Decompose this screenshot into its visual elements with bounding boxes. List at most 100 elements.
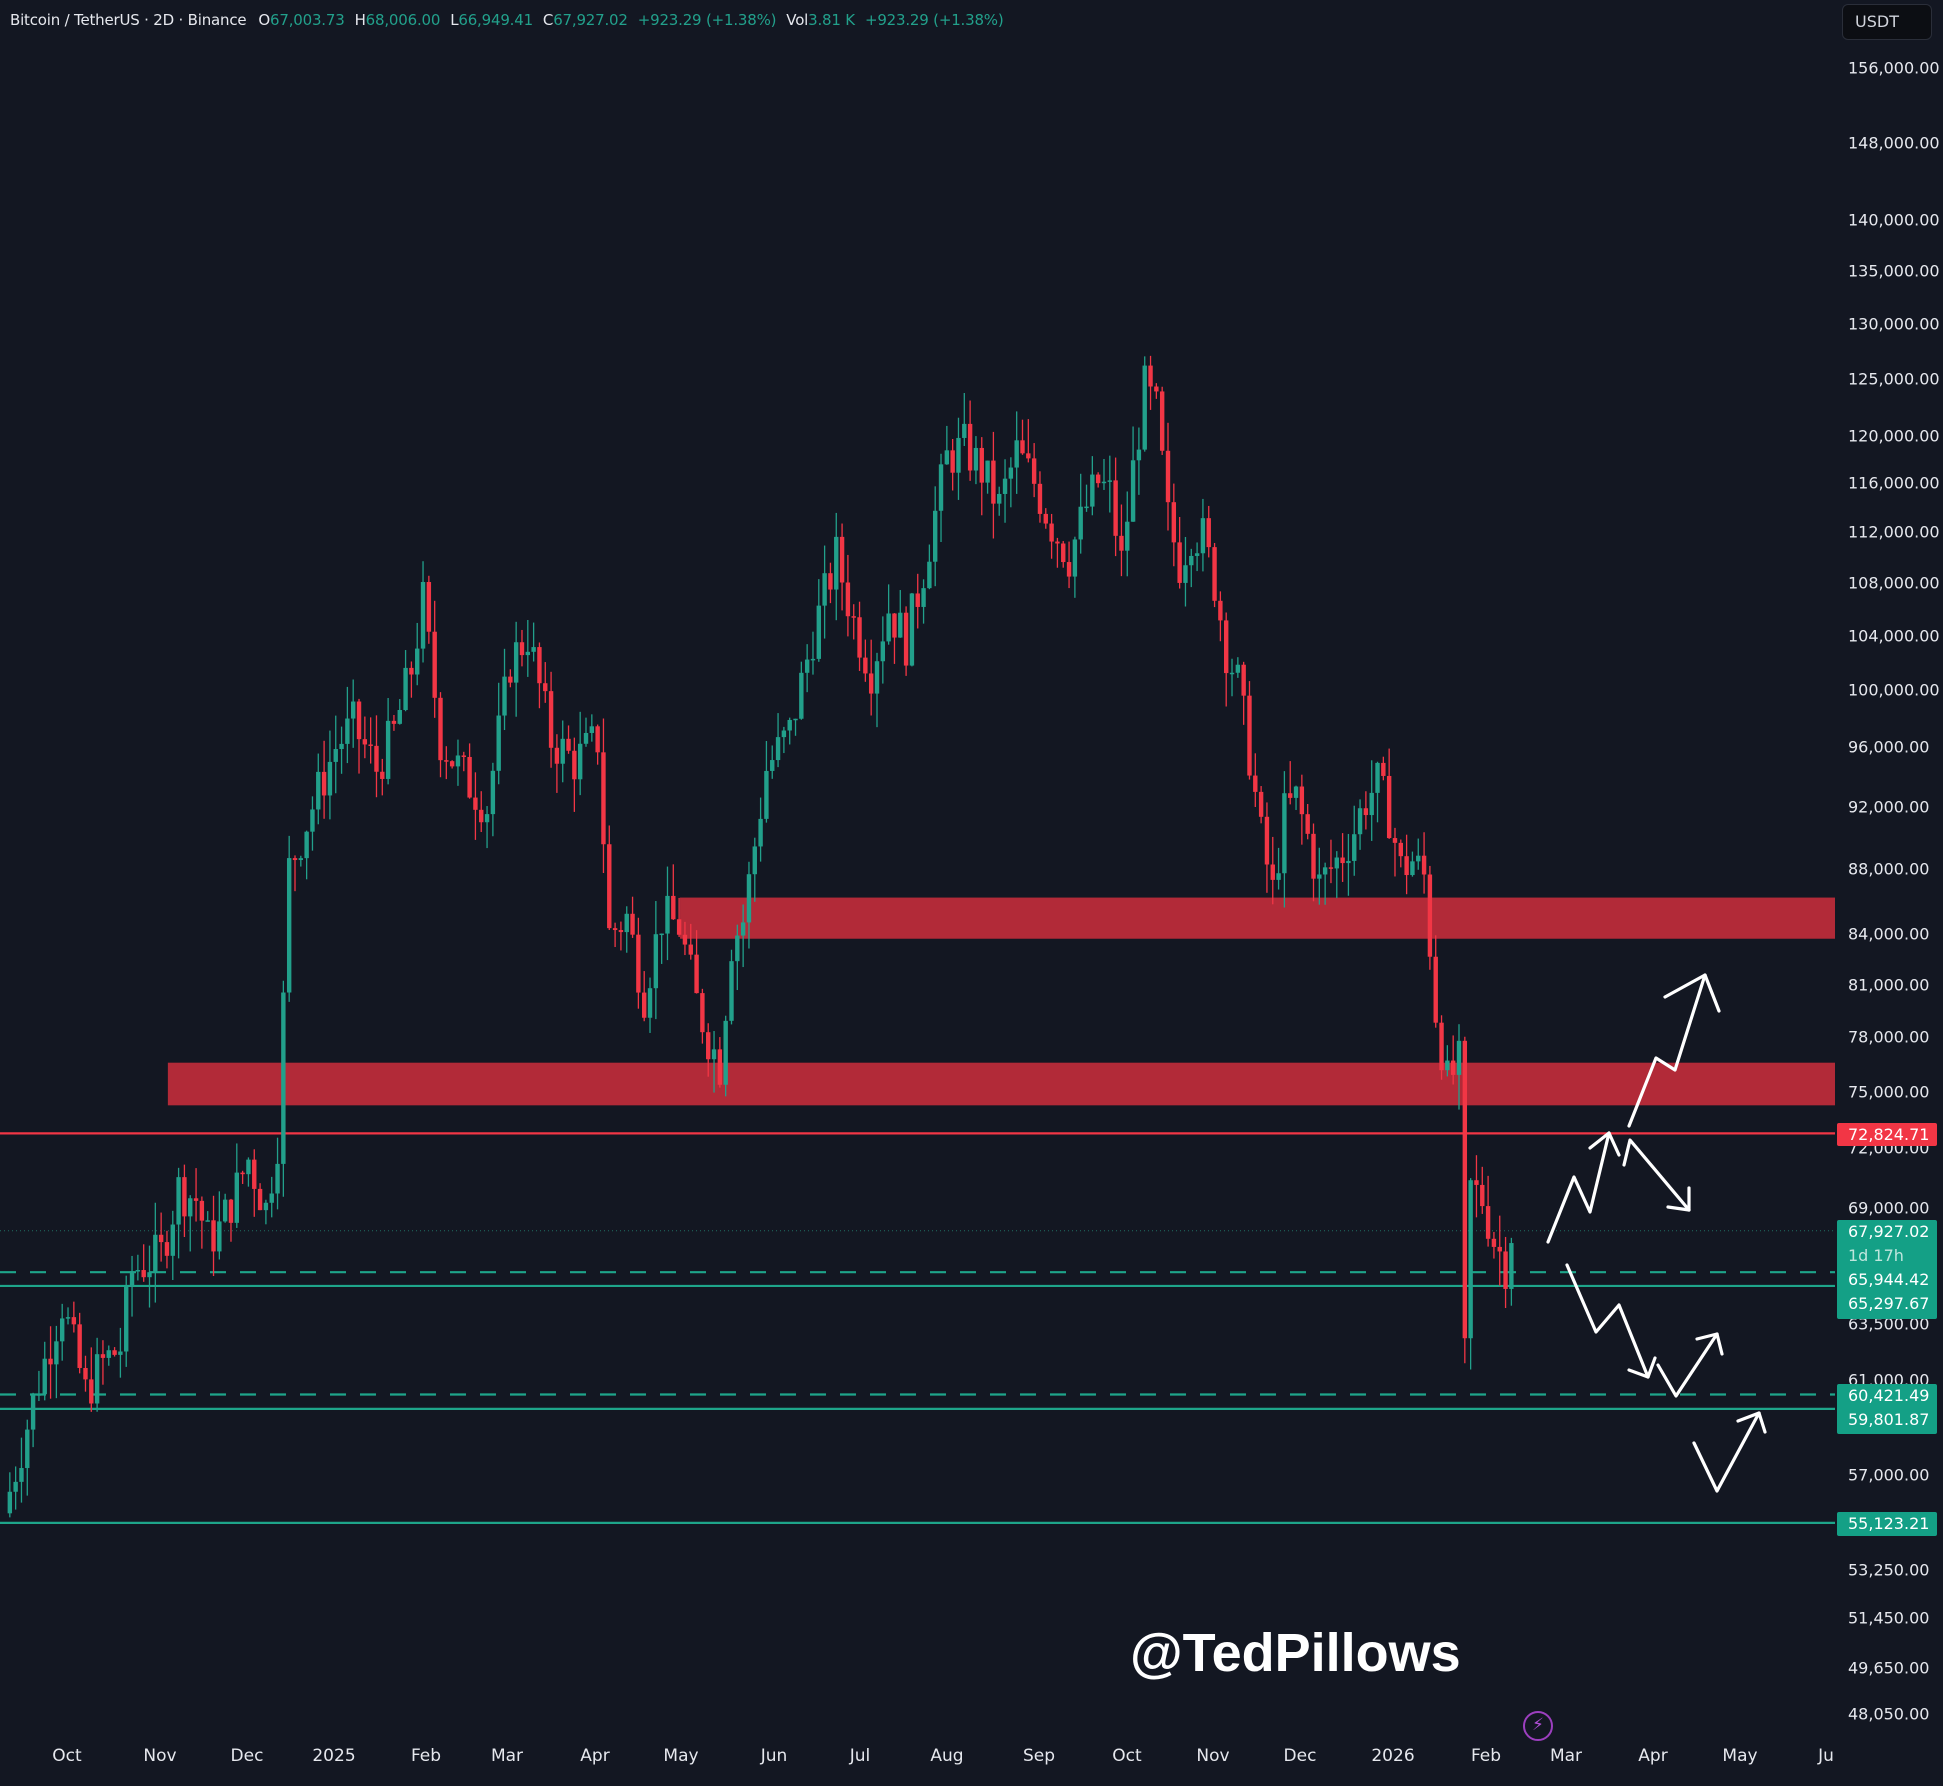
- candle-up: [1456, 1040, 1462, 1075]
- candle-down: [892, 613, 897, 638]
- arrow-up-breakout-head: [1663, 973, 1721, 1013]
- candle-up: [339, 743, 344, 750]
- candle-up: [770, 760, 775, 771]
- candle-down: [1398, 842, 1403, 857]
- price-axis-label: 135,000.00: [1848, 261, 1940, 281]
- volume-change-value: +923.29 (+1.38%): [864, 11, 1004, 29]
- candle-up: [834, 536, 839, 590]
- candle-up: [60, 1318, 65, 1342]
- candle-down: [1497, 1246, 1502, 1252]
- candle-down: [426, 582, 432, 632]
- candle-down: [543, 683, 548, 692]
- candle-down: [100, 1354, 106, 1358]
- price-axis-label: 100,000.00: [1848, 680, 1940, 700]
- arrow-up-rally: [1546, 1131, 1611, 1244]
- price-axis-label: 112,000.00: [1848, 522, 1940, 542]
- candle-up: [327, 761, 333, 796]
- candle-down: [1026, 453, 1031, 459]
- symbol-title[interactable]: Bitcoin / TetherUS · 2D · Binance: [10, 11, 247, 29]
- candle-up: [30, 1395, 36, 1430]
- arrow-up-breakout: [1627, 973, 1707, 1128]
- candle-up: [42, 1358, 47, 1395]
- close-value: 67,927.02: [553, 11, 628, 29]
- candle-up: [816, 605, 821, 659]
- candle-down: [1421, 855, 1427, 875]
- candle-up: [246, 1159, 251, 1175]
- candle-down: [1450, 1060, 1456, 1075]
- candle-up: [1142, 365, 1147, 450]
- candle-up: [298, 858, 304, 861]
- lightning-icon[interactable]: ⚡: [1523, 1711, 1553, 1741]
- candle-down: [851, 616, 856, 618]
- candle-down: [1392, 838, 1398, 843]
- candle-down: [694, 954, 699, 994]
- price-tag-text: 67,927.02: [1848, 1222, 1930, 1241]
- price-axis-label: 48,050.00: [1848, 1704, 1930, 1724]
- price-tag-extra2: 65,297.67: [1848, 1294, 1930, 1313]
- candle-down: [1299, 786, 1305, 815]
- candle-down: [1206, 518, 1211, 548]
- candle-up: [1276, 873, 1281, 880]
- candle-up: [1078, 506, 1083, 540]
- candle-up: [118, 1351, 123, 1355]
- candle-up: [217, 1221, 222, 1252]
- candle-down: [1311, 833, 1316, 879]
- candle-down: [374, 745, 379, 772]
- tag-support-3: 55,123.21: [1837, 1512, 1937, 1536]
- candle-down: [572, 750, 577, 780]
- candle-up: [1107, 480, 1112, 482]
- candle-down: [362, 739, 368, 745]
- candle-down: [508, 676, 513, 683]
- candle-up: [758, 818, 763, 847]
- candle-up: [624, 913, 629, 933]
- candle-down: [1159, 391, 1165, 451]
- candle-down: [1270, 864, 1275, 880]
- price-levels: [0, 1132, 1835, 1524]
- candle-up: [746, 874, 752, 923]
- candle-down: [461, 755, 466, 757]
- candle-up: [1346, 860, 1351, 864]
- candle-up: [1334, 857, 1339, 869]
- high-value: 68,006.00: [365, 11, 441, 29]
- volume-label: Vol: [786, 11, 809, 29]
- time-axis-label: Feb: [410, 1746, 442, 1766]
- price-axis-label: 75,000.00: [1848, 1082, 1930, 1102]
- price-axis-label: 96,000.00: [1848, 737, 1930, 757]
- currency-button[interactable]: USDT: [1842, 4, 1932, 40]
- candle-down: [1462, 1040, 1468, 1339]
- time-axis-label: Apr: [1638, 1746, 1668, 1766]
- price-axis-label: 104,000.00: [1848, 626, 1940, 646]
- candle-up: [351, 701, 356, 719]
- candle-up: [822, 573, 827, 606]
- candle-down: [193, 1198, 199, 1201]
- candle-up: [176, 1177, 181, 1225]
- candle-down: [1363, 808, 1369, 816]
- candle-up: [799, 672, 804, 719]
- arrow-deep-bounce-head: [1736, 1411, 1767, 1434]
- price-tag-extra1: 59,801.87: [1848, 1410, 1930, 1429]
- candle-down: [828, 573, 833, 590]
- time-axis-label: 2025: [312, 1746, 356, 1766]
- volume-value: 3.81 K: [808, 11, 855, 29]
- candle-down: [141, 1270, 146, 1278]
- low-label: L: [450, 11, 459, 29]
- arrow-deep-bounce: [1692, 1411, 1761, 1493]
- candle-down: [717, 1049, 723, 1085]
- candle-down: [1241, 664, 1246, 696]
- candle-up: [775, 737, 781, 761]
- candle-up: [1293, 786, 1299, 798]
- candle-up: [275, 1163, 280, 1194]
- candle-down: [409, 667, 414, 675]
- low-value: 66,949.41: [458, 11, 533, 29]
- price-axis-label: 140,000.00: [1848, 210, 1940, 230]
- time-axis-label: Dec: [230, 1746, 264, 1766]
- candle-down: [356, 701, 362, 740]
- candle-down: [473, 797, 478, 810]
- candle-down: [1258, 791, 1264, 817]
- candle-down: [1503, 1251, 1508, 1289]
- candle-up: [665, 895, 670, 934]
- candle-up: [1322, 867, 1328, 875]
- candle-down: [112, 1350, 117, 1355]
- candle-down: [1433, 956, 1438, 1023]
